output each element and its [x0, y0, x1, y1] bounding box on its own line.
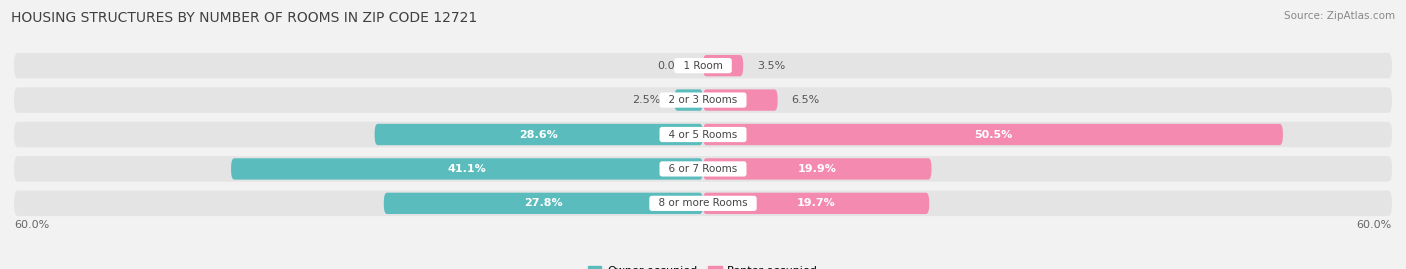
Text: 27.8%: 27.8%	[524, 198, 562, 208]
Text: 19.9%: 19.9%	[797, 164, 837, 174]
Text: 41.1%: 41.1%	[447, 164, 486, 174]
FancyBboxPatch shape	[384, 193, 703, 214]
Text: 2 or 3 Rooms: 2 or 3 Rooms	[662, 95, 744, 105]
Text: 60.0%: 60.0%	[1357, 220, 1392, 230]
FancyBboxPatch shape	[703, 193, 929, 214]
Text: 4 or 5 Rooms: 4 or 5 Rooms	[662, 129, 744, 140]
Text: 60.0%: 60.0%	[14, 220, 49, 230]
Text: 3.5%: 3.5%	[756, 61, 785, 71]
Text: 50.5%: 50.5%	[974, 129, 1012, 140]
FancyBboxPatch shape	[14, 191, 1392, 216]
FancyBboxPatch shape	[14, 87, 1392, 113]
FancyBboxPatch shape	[14, 156, 1392, 182]
FancyBboxPatch shape	[14, 122, 1392, 147]
Text: 6.5%: 6.5%	[792, 95, 820, 105]
Text: HOUSING STRUCTURES BY NUMBER OF ROOMS IN ZIP CODE 12721: HOUSING STRUCTURES BY NUMBER OF ROOMS IN…	[11, 11, 478, 25]
FancyBboxPatch shape	[675, 89, 703, 111]
FancyBboxPatch shape	[14, 53, 1392, 78]
FancyBboxPatch shape	[231, 158, 703, 180]
Text: 6 or 7 Rooms: 6 or 7 Rooms	[662, 164, 744, 174]
Text: Source: ZipAtlas.com: Source: ZipAtlas.com	[1284, 11, 1395, 21]
Text: 8 or more Rooms: 8 or more Rooms	[652, 198, 754, 208]
Text: 19.7%: 19.7%	[797, 198, 835, 208]
FancyBboxPatch shape	[703, 55, 744, 76]
FancyBboxPatch shape	[374, 124, 703, 145]
Text: 2.5%: 2.5%	[633, 95, 661, 105]
FancyBboxPatch shape	[703, 89, 778, 111]
Text: 28.6%: 28.6%	[519, 129, 558, 140]
Legend: Owner-occupied, Renter-occupied: Owner-occupied, Renter-occupied	[583, 261, 823, 269]
Text: 1 Room: 1 Room	[676, 61, 730, 71]
FancyBboxPatch shape	[703, 158, 932, 180]
FancyBboxPatch shape	[703, 124, 1282, 145]
Text: 0.0%: 0.0%	[658, 61, 686, 71]
